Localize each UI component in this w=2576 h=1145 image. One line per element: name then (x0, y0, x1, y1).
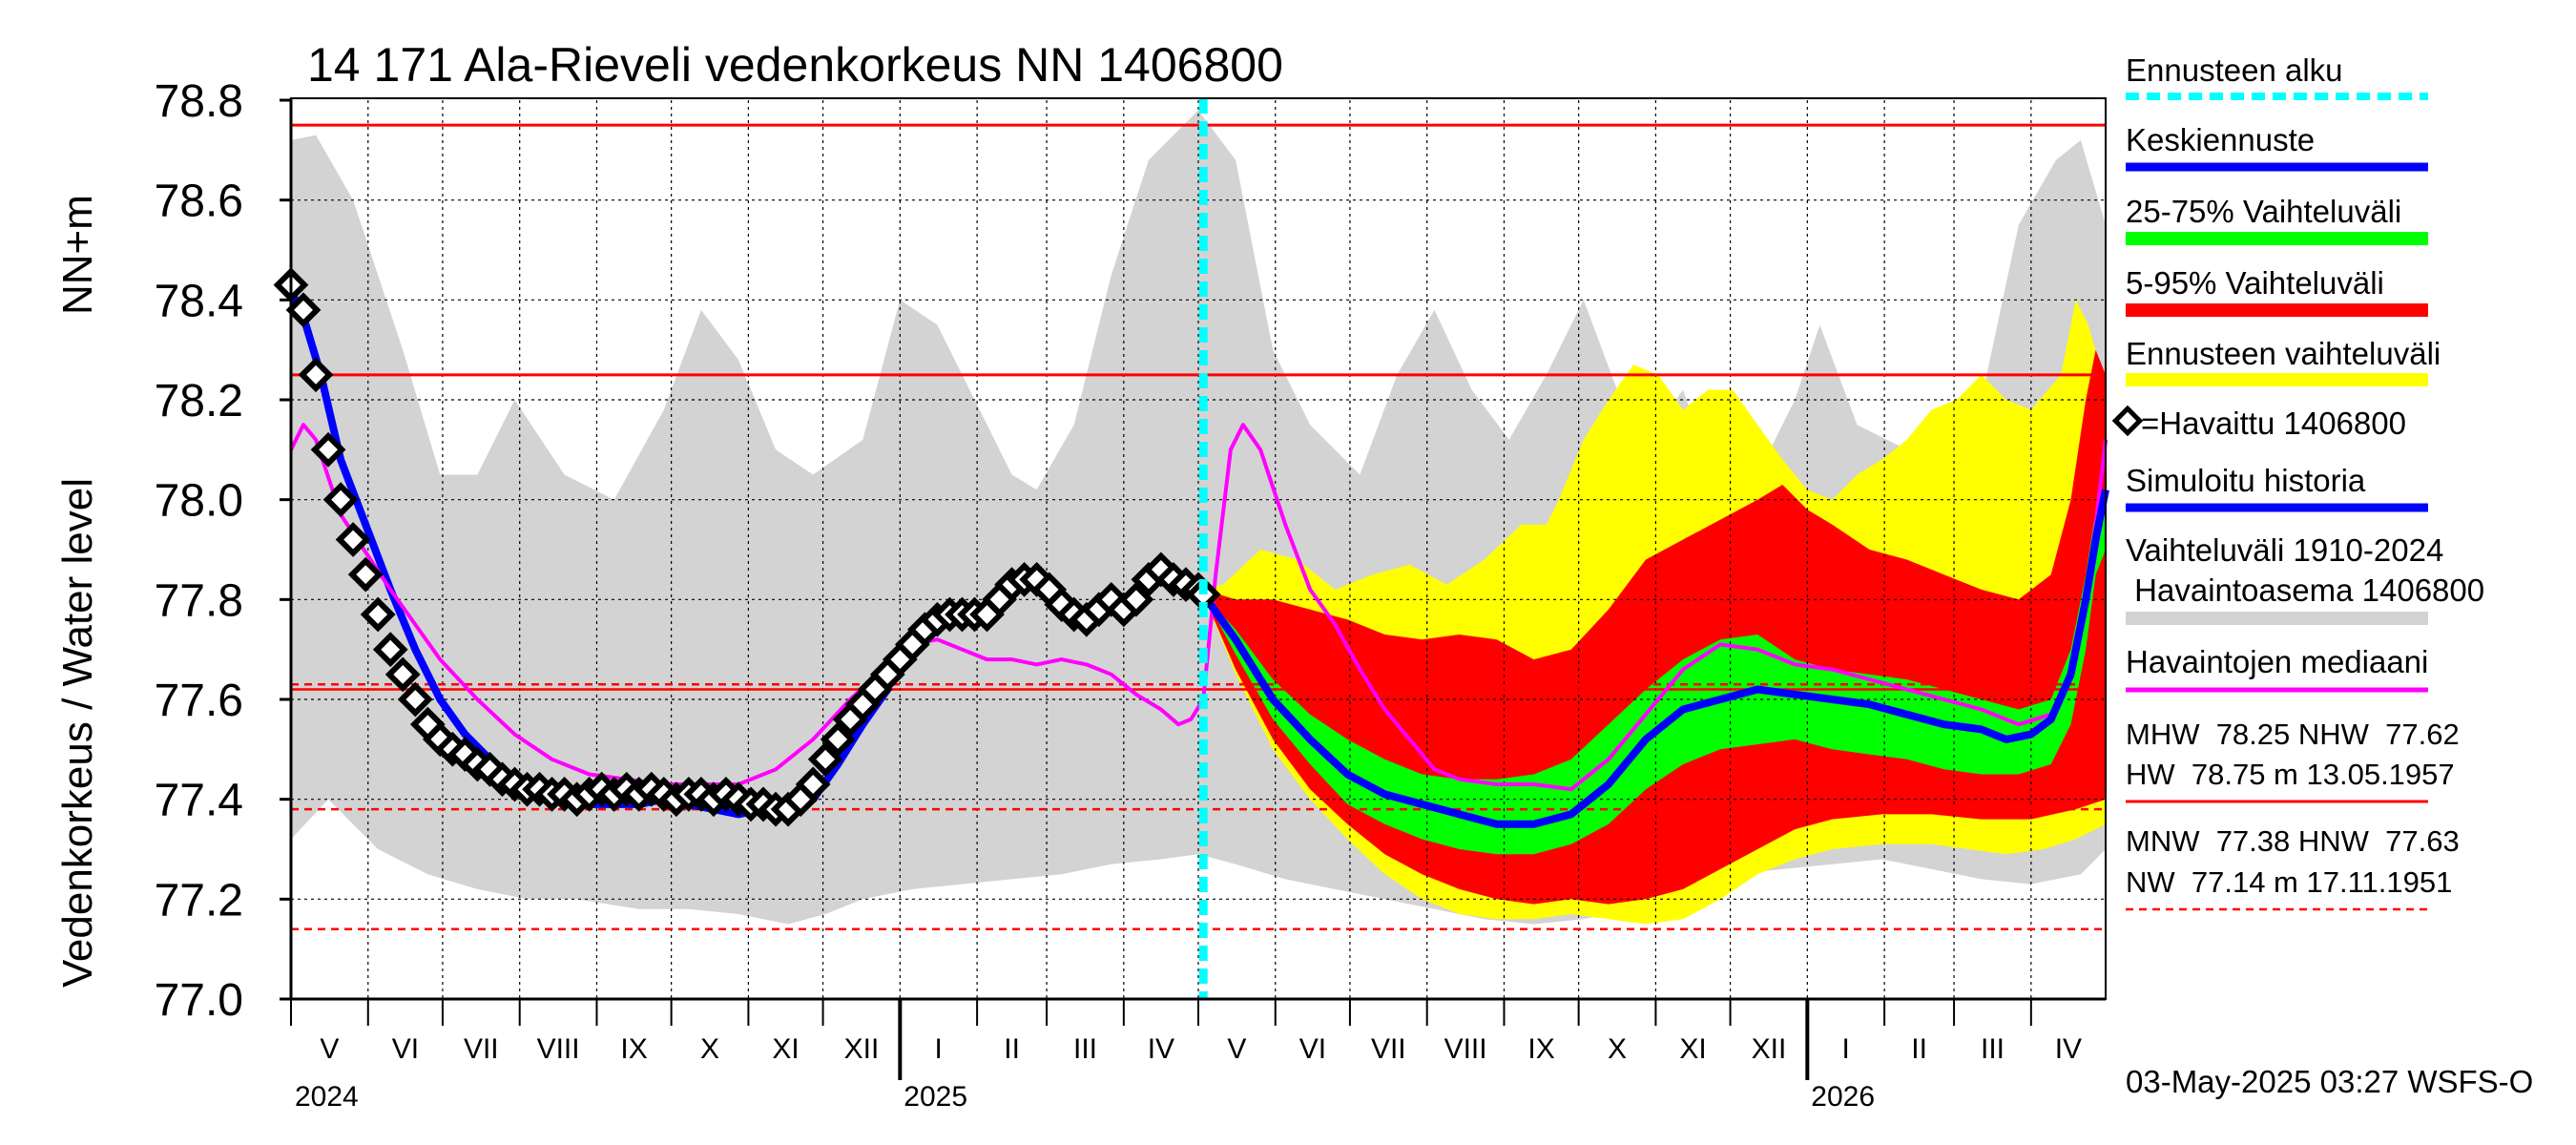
x-month-label: I (1842, 1033, 1850, 1065)
y-tick-labels: 78.8 78.6 78.4 78.2 78.0 77.8 77.6 77.4 77.2 77.0 (155, 76, 243, 1026)
footer-timestamp: 03-May-2025 03:27 WSFS-O (2126, 1064, 2533, 1099)
x-month-label: VII (464, 1033, 499, 1065)
x-year-label: 2026 (1811, 1081, 1875, 1113)
legend: Ennusteen alku Keskiennuste 25-75% Vaiht… (2111, 52, 2484, 911)
observed-point (310, 431, 346, 468)
reference-lines-layer (291, 123, 2106, 930)
x-month-label: II (1911, 1033, 1927, 1065)
observed-point (347, 556, 384, 593)
x-month-label: VI (1299, 1033, 1326, 1065)
grid-layer (291, 100, 2106, 999)
x-month-label: IX (1527, 1033, 1554, 1065)
legend-25-75-label: 25-75% Vaihteluväli (2126, 194, 2401, 229)
x-month-label: VI (392, 1033, 419, 1065)
x-month-label: VII (1371, 1033, 1406, 1065)
observed-point (807, 741, 843, 778)
plot-area (273, 98, 2109, 999)
observed-point (335, 522, 371, 557)
y-axis-unit-label: NN+m (54, 195, 101, 315)
y-tick-label: 77.8 (155, 575, 243, 626)
observed-point (384, 656, 421, 693)
legend-forecast-start-label: Ennusteen alku (2126, 52, 2343, 88)
observed-point (322, 482, 359, 518)
y-tick-label: 78.0 (155, 476, 243, 527)
y-axis-label: Vedenkorkeus / Water level (54, 478, 101, 988)
x-month-label: II (1004, 1033, 1020, 1065)
x-month-label: VIII (537, 1033, 580, 1065)
legend-simulated-label: Simuloitu historia (2126, 463, 2366, 498)
legend-observed-marker (2111, 405, 2144, 437)
observed-markers-layer (273, 267, 1221, 827)
y-tick-label: 78.8 (155, 76, 243, 127)
y-tick-label: 77.4 (155, 776, 243, 826)
x-month-label: IV (2055, 1033, 2082, 1065)
observed-point (795, 766, 831, 802)
chart-title: 14 171 Ala-Rieveli vedenkorkeus NN 14068… (307, 38, 1283, 92)
x-axis-labels: V VI VII VIII IX X XI XII I II III IV V VI VII VIII IX X X… (295, 1033, 2082, 1113)
y-tick-label: 78.2 (155, 376, 243, 427)
observed-point (1118, 581, 1154, 617)
legend-observed-label: =Havaittu 1406800 (2141, 406, 2406, 441)
legend-5-95-label: 5-95% Vaihteluväli (2126, 265, 2384, 301)
forecast-mean-line (1199, 489, 2109, 828)
legend-forecast-range-label: Ennusteen vaihteluväli (2126, 336, 2441, 371)
observed-point (397, 681, 433, 718)
legend-stats-mhw-nhw: MHW 78.25 NHW 77.62 (2126, 718, 2460, 751)
legend-stats-mnw-hnw: MNW 77.38 HNW 77.63 (2126, 824, 2460, 858)
y-tick-label: 77.6 (155, 676, 243, 726)
observed-point (360, 596, 396, 633)
x-year-label: 2025 (904, 1081, 967, 1113)
legend-mean-label: Keskiennuste (2126, 122, 2315, 157)
x-month-label: X (700, 1033, 719, 1065)
observed-point (1185, 576, 1221, 613)
y-tick-label: 78.6 (155, 177, 243, 227)
legend-stats-hw: HW 78.75 m 13.05.1957 (2126, 758, 2455, 791)
legend-stats-nw: NW 77.14 m 17.11.1951 (2126, 865, 2452, 899)
observed-point (285, 292, 322, 328)
x-year-label: 2024 (295, 1081, 359, 1113)
legend-median-label: Havaintojen mediaani (2126, 644, 2428, 679)
x-month-label: V (320, 1033, 339, 1065)
forecast-band-layer (1203, 300, 2106, 925)
observed-point (820, 721, 856, 758)
observed-point (298, 357, 334, 393)
x-month-label: XI (772, 1033, 799, 1065)
x-month-label: III (1981, 1033, 2005, 1065)
legend-history-range-label-2: Havaintoasema 1406800 (2126, 572, 2484, 608)
x-month-label: IX (620, 1033, 647, 1065)
x-month-label: III (1073, 1033, 1097, 1065)
x-month-label: XII (844, 1033, 880, 1065)
y-tick-label: 77.0 (155, 975, 243, 1026)
observed-point (372, 632, 408, 668)
forecast-5-95-band (1203, 349, 2106, 905)
legend-history-range-label-1: Vaihteluväli 1910-2024 (2126, 532, 2443, 568)
x-month-label: V (1227, 1033, 1246, 1065)
x-month-label: X (1608, 1033, 1627, 1065)
axes-layer (280, 97, 2107, 1080)
x-month-label: XI (1679, 1033, 1706, 1065)
forecast-25-75-band (1203, 489, 2106, 855)
x-month-label: XII (1752, 1033, 1787, 1065)
x-month-label: I (935, 1033, 943, 1065)
x-month-label: VIII (1444, 1033, 1487, 1065)
y-tick-label: 77.2 (155, 875, 243, 926)
x-month-label: IV (1148, 1033, 1174, 1065)
y-tick-label: 78.4 (155, 276, 243, 326)
